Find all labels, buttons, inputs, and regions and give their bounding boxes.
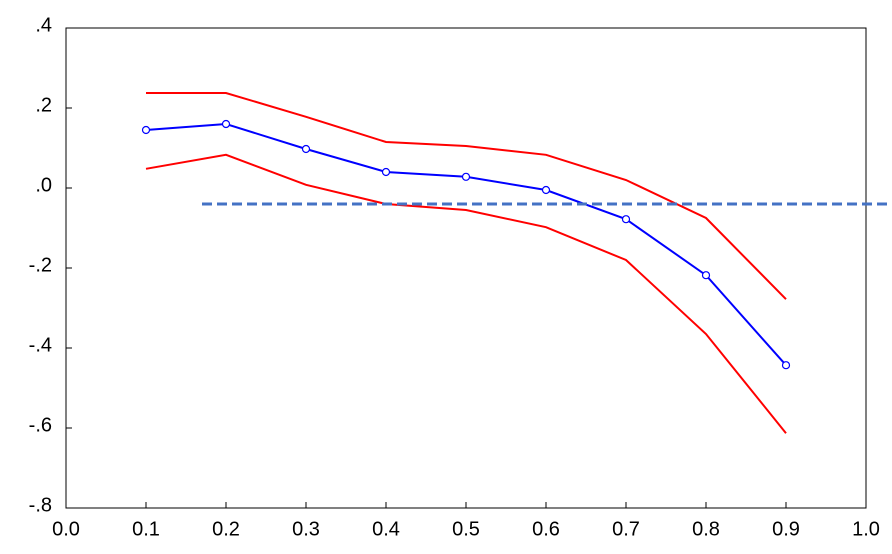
y-tick-label: .0: [35, 174, 52, 196]
y-tick-label: -.6: [29, 414, 52, 436]
x-tick-label: 0.5: [452, 518, 480, 540]
point-marker: [781, 361, 791, 370]
x-tick-label: 0.3: [292, 518, 320, 540]
y-tick-label: .4: [35, 14, 52, 36]
x-tick-label: 0.8: [692, 518, 720, 540]
x-tick-label: 0.2: [212, 518, 240, 540]
series-line: [146, 92, 787, 300]
x-tick-label: 0.1: [132, 518, 160, 540]
series-line: [145, 153, 787, 434]
x-tick-label: 0.7: [612, 518, 640, 540]
point-marker: [301, 144, 311, 154]
point-marker: [541, 185, 551, 195]
x-tick-label: 0.0: [52, 518, 80, 540]
x-tick-label: 0.9: [772, 518, 800, 540]
x-tick-label: 0.6: [532, 518, 560, 540]
point-marker: [621, 215, 631, 224]
point-marker: [141, 125, 151, 135]
x-tick-label: 1.0: [852, 518, 880, 540]
point-marker: [701, 271, 711, 280]
point-marker: [381, 167, 391, 177]
point-marker: [221, 119, 231, 129]
y-tick-label: -.2: [29, 254, 52, 276]
y-tick-label: .2: [35, 94, 52, 116]
y-tick-label: -.4: [29, 334, 52, 356]
point-marker: [461, 172, 471, 181]
y-tick-label: -.8: [29, 494, 52, 516]
x-tick-label: 0.4: [372, 518, 400, 540]
plot-frame: [65, 27, 867, 509]
